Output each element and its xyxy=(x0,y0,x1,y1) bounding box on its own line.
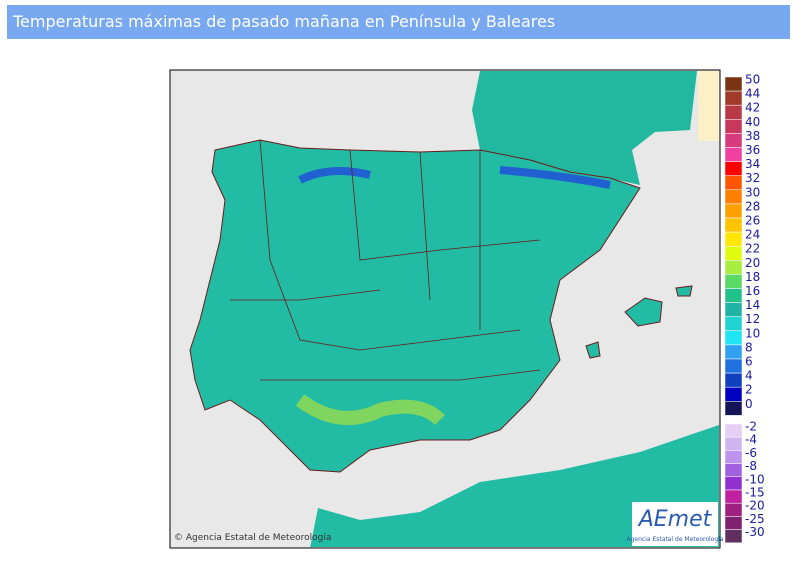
legend-swatch xyxy=(724,274,743,289)
legend-swatch xyxy=(724,90,743,106)
legend-swatch xyxy=(724,245,743,261)
legend-label: 26 xyxy=(745,214,760,228)
legend-swatch xyxy=(724,189,743,205)
legend-swatch xyxy=(724,372,743,388)
legend-swatch xyxy=(724,516,743,530)
legend-swatch xyxy=(724,147,743,162)
legend-swatch xyxy=(724,104,743,120)
cold-mountains xyxy=(298,166,611,189)
title: Temperaturas máximas de pasado mañana en… xyxy=(13,12,556,31)
legend-label: -10 xyxy=(745,472,765,486)
legend-swatch xyxy=(724,529,743,544)
legend-label: 44 xyxy=(745,87,760,101)
legend-label: -8 xyxy=(745,459,757,473)
legend-swatch xyxy=(724,330,743,346)
legend-label: 40 xyxy=(745,115,760,129)
legend-label: 14 xyxy=(745,298,760,312)
legend-label: 2 xyxy=(745,383,753,397)
legend-label: 32 xyxy=(745,171,760,185)
legend-label: 34 xyxy=(745,157,760,171)
legend-label: 10 xyxy=(745,326,760,340)
legend-label: 42 xyxy=(745,101,760,115)
legend-label: -30 xyxy=(745,525,765,539)
legend-label: 28 xyxy=(745,199,760,213)
legend-label: -20 xyxy=(745,499,765,513)
africa xyxy=(310,425,719,548)
legend-swatch xyxy=(724,386,743,402)
legend-swatch xyxy=(724,344,743,360)
legend-swatch xyxy=(724,476,743,491)
legend-label: -25 xyxy=(745,512,765,526)
provinces xyxy=(230,139,541,381)
mallorca xyxy=(624,297,663,327)
legend-swatch xyxy=(724,358,743,374)
legend-swatch xyxy=(724,260,743,275)
legend-swatch xyxy=(724,133,743,148)
legend-swatch xyxy=(724,316,743,332)
credit: © Agencia Estatal de Meteorología xyxy=(174,533,331,543)
legend-label: -2 xyxy=(745,420,757,434)
legend-label: 16 xyxy=(745,284,760,298)
menorca xyxy=(675,285,693,297)
legend-swatch xyxy=(724,119,743,134)
legend-label: 12 xyxy=(745,312,760,326)
legend-swatch xyxy=(724,502,743,517)
legend-label: 36 xyxy=(745,143,760,157)
legend-swatch xyxy=(724,463,743,478)
legend-swatch xyxy=(724,175,743,191)
legend-swatch xyxy=(724,489,743,504)
legend-label: -6 xyxy=(745,446,757,460)
legend-swatch xyxy=(724,302,743,317)
legend-label: 38 xyxy=(745,129,760,143)
legend-swatch xyxy=(724,436,743,451)
land-edge xyxy=(698,71,719,141)
legend-label: 22 xyxy=(745,242,760,256)
legend-label: 30 xyxy=(745,185,760,199)
legend-swatch xyxy=(724,423,743,438)
legend-swatch xyxy=(724,161,743,176)
france xyxy=(472,71,697,185)
logo-box xyxy=(632,502,718,546)
legend-label: 4 xyxy=(745,369,753,383)
legend-label: -4 xyxy=(745,433,757,447)
logo-caption: Agencia Estatal de Meteorología xyxy=(627,536,724,543)
warm-valley xyxy=(295,394,445,426)
legend-swatch xyxy=(724,76,743,92)
legend-swatch xyxy=(724,401,743,416)
legend-label: 20 xyxy=(745,256,760,270)
legend-label: 0 xyxy=(745,397,753,411)
legend-swatch xyxy=(724,217,743,233)
legend-label: 18 xyxy=(745,270,760,284)
legend-swatch xyxy=(724,450,743,464)
legend-label: 50 xyxy=(745,73,760,87)
legend-swatch xyxy=(724,203,743,219)
title-bar: Temperaturas máximas de pasado mañana en… xyxy=(7,5,790,39)
legend: 5044424038363432302826242220181614121086… xyxy=(724,73,765,544)
logo: AEmet xyxy=(637,507,713,532)
iberia xyxy=(189,139,641,473)
legend-label: 6 xyxy=(745,355,753,369)
legend-label: 24 xyxy=(745,228,760,242)
legend-label: 8 xyxy=(745,340,753,354)
legend-swatch xyxy=(724,288,743,303)
legend-label: -15 xyxy=(745,486,765,500)
legend-swatch xyxy=(724,231,743,247)
ibiza xyxy=(585,341,601,359)
